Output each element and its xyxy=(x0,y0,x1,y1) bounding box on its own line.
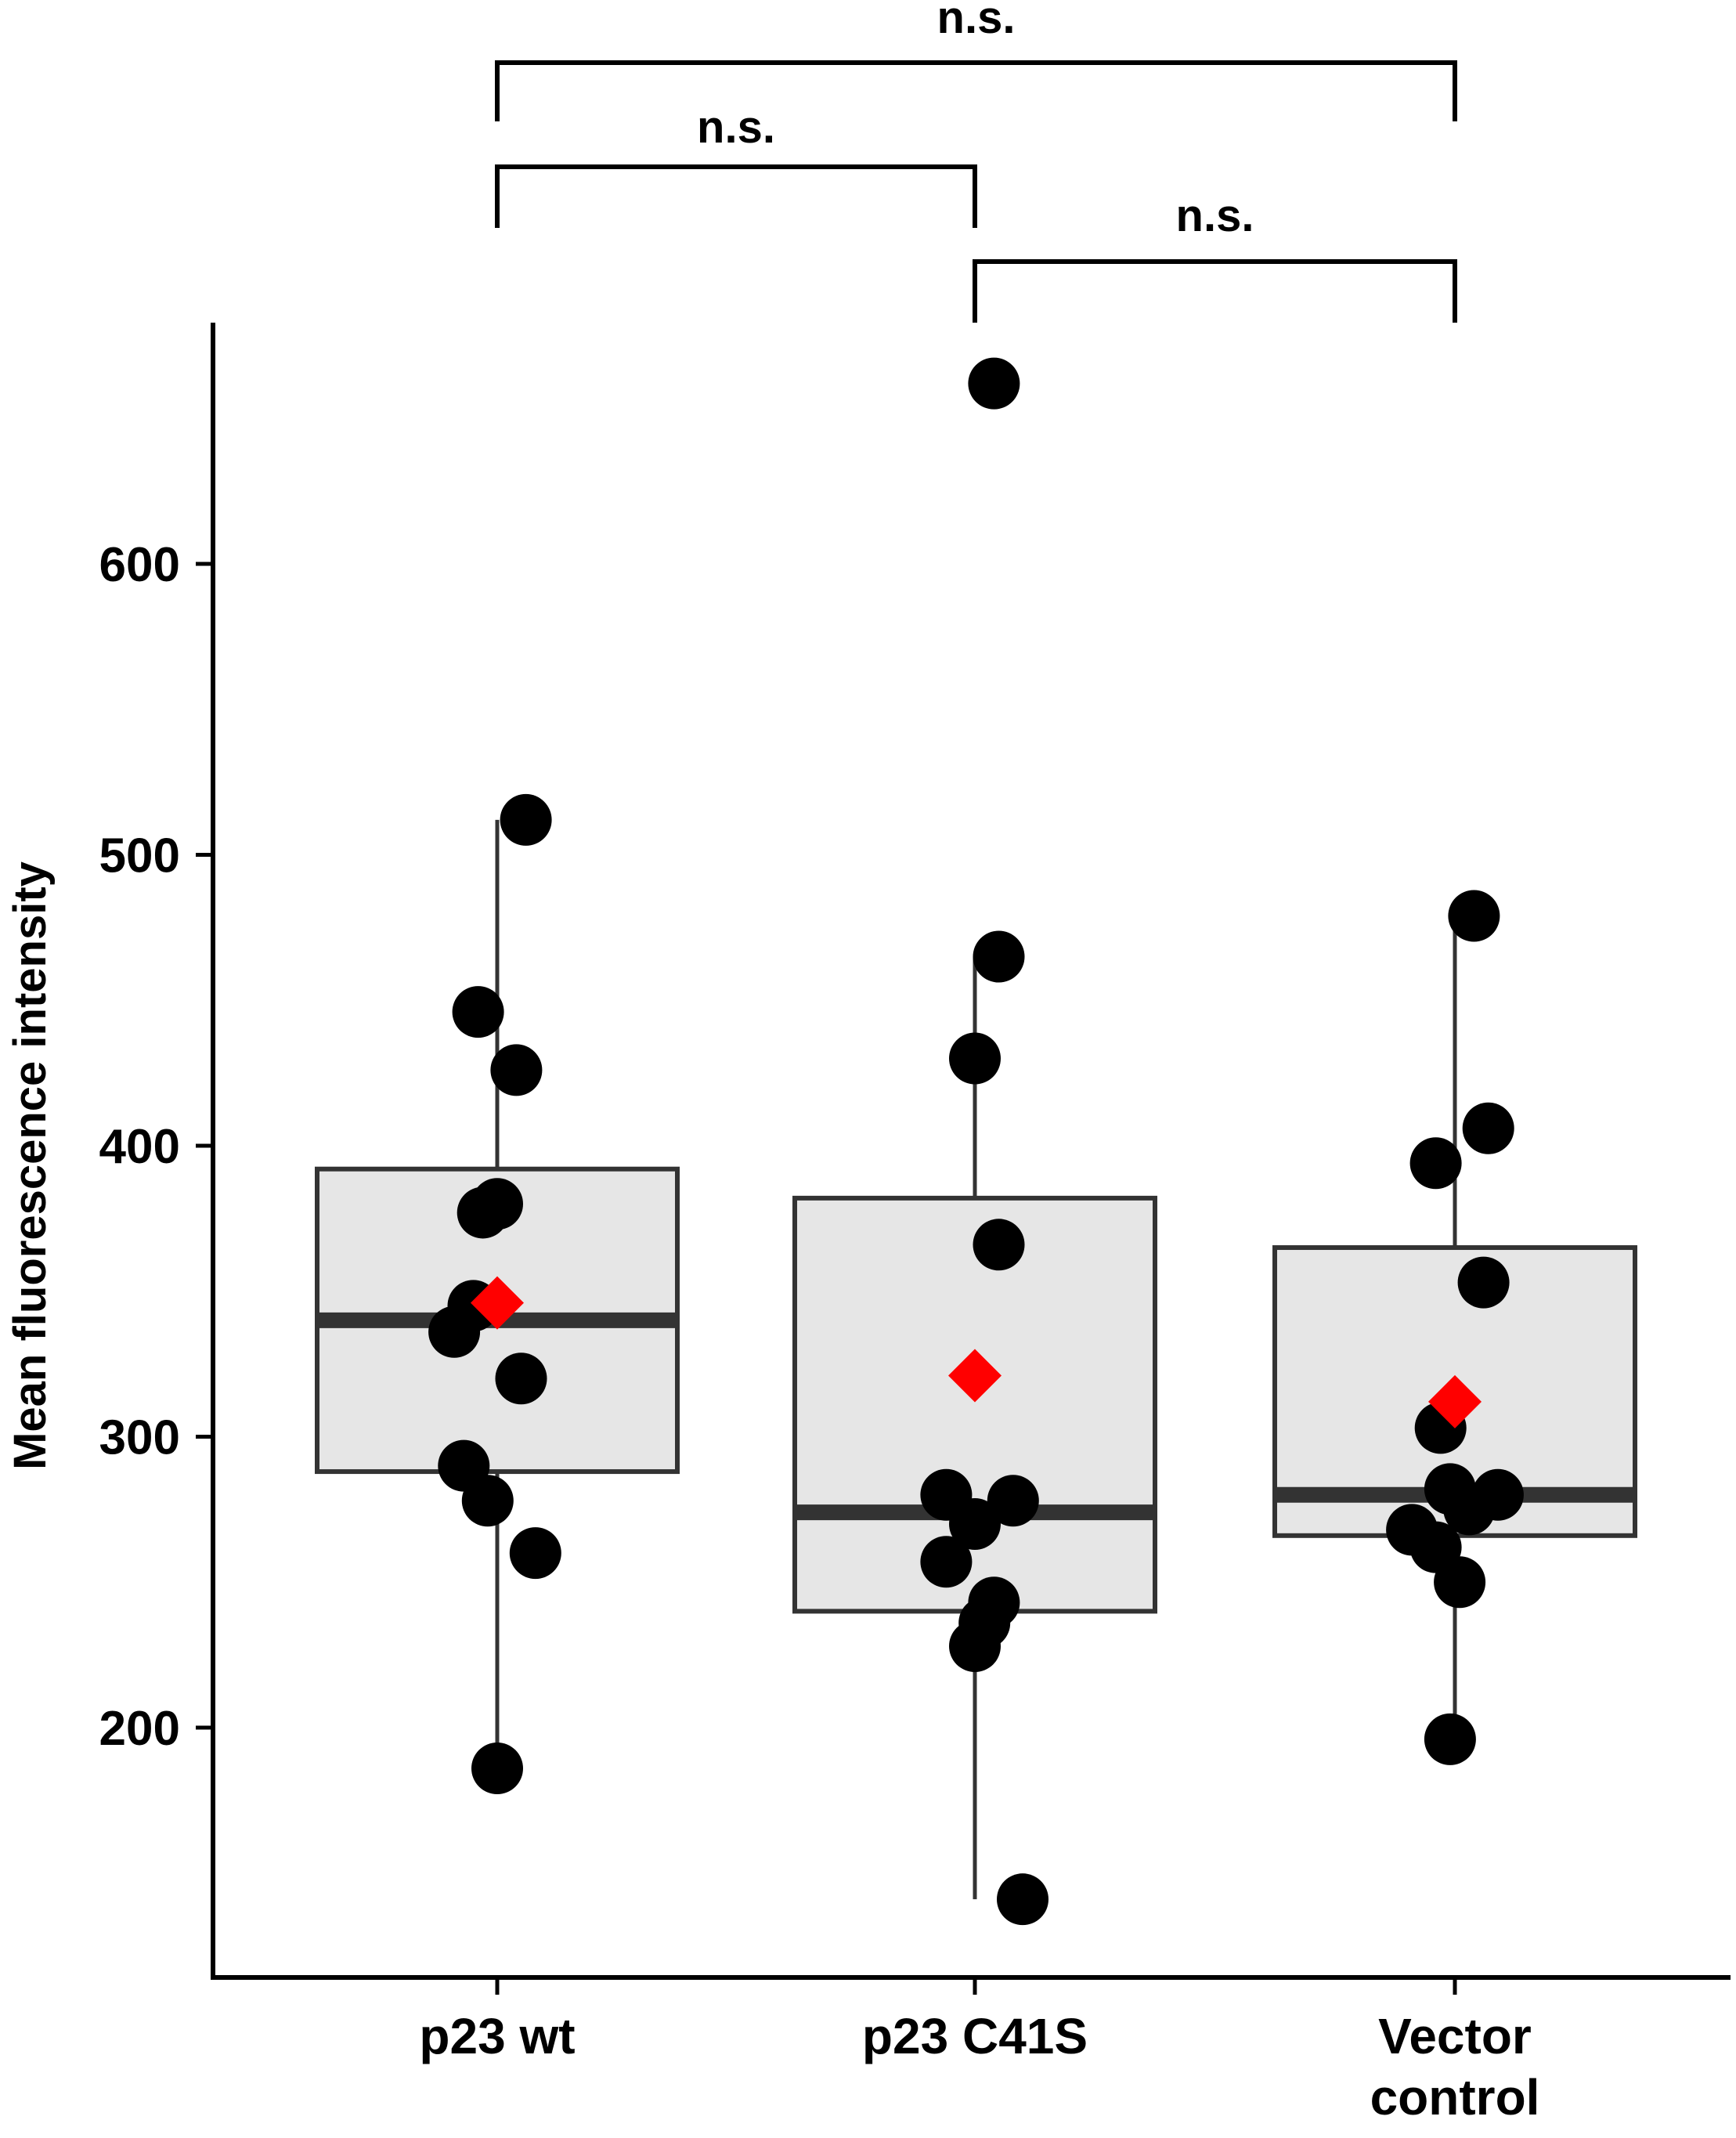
significance-bracket xyxy=(495,60,1457,121)
y-axis-title: Mean fluorescence intensity xyxy=(5,861,56,1470)
significance-label: n.s. xyxy=(937,0,1016,43)
significance-bracket xyxy=(973,259,1457,323)
data-point xyxy=(1443,1483,1496,1536)
data-point xyxy=(1434,1556,1486,1609)
significance-bracket xyxy=(495,164,977,228)
points-layer xyxy=(428,357,1524,1926)
data-point xyxy=(500,793,552,846)
data-point xyxy=(973,930,1025,983)
data-point xyxy=(1457,1256,1510,1309)
data-point xyxy=(949,1620,1001,1672)
y-tick-label: 400 xyxy=(99,1120,180,1174)
data-point xyxy=(461,1475,514,1527)
data-point xyxy=(1448,890,1500,942)
significance-brackets: n.s. n.s. n.s. xyxy=(495,0,1457,323)
data-point xyxy=(509,1527,561,1580)
data-point xyxy=(997,1873,1048,1926)
mean-marker xyxy=(948,1349,1002,1403)
data-point xyxy=(452,986,504,1038)
data-point xyxy=(968,357,1020,410)
significance-label: n.s. xyxy=(697,102,775,153)
means-layer xyxy=(471,1276,1482,1428)
x-tick-label: control xyxy=(1370,2069,1540,2125)
data-point xyxy=(428,1306,481,1358)
data-point xyxy=(1424,1713,1476,1765)
data-point xyxy=(973,1219,1025,1271)
data-point xyxy=(920,1536,973,1588)
data-point xyxy=(495,1353,547,1405)
data-point xyxy=(987,1475,1039,1527)
x-tick-label: p23 C41S xyxy=(862,2008,1088,2064)
axes-layer: 200 300 400 500 600 Mean fluorescence intensi… xyxy=(5,323,1731,2125)
x-tick-label: p23 wt xyxy=(419,2008,575,2064)
data-point xyxy=(1409,1137,1462,1190)
data-point xyxy=(471,1743,523,1795)
data-point xyxy=(949,1497,1001,1550)
data-point xyxy=(457,1186,509,1239)
data-point xyxy=(490,1044,543,1096)
data-point xyxy=(949,1032,1001,1085)
y-tick-label: 200 xyxy=(99,1702,180,1756)
y-tick-label: 300 xyxy=(99,1411,180,1465)
mean-marker xyxy=(1428,1374,1482,1428)
mean-marker xyxy=(471,1276,524,1330)
data-point xyxy=(1462,1102,1514,1154)
x-tick-label: Vector xyxy=(1378,2008,1532,2064)
significance-label: n.s. xyxy=(1176,190,1254,241)
y-tick-label: 600 xyxy=(99,538,180,592)
y-tick-label: 500 xyxy=(99,829,180,883)
